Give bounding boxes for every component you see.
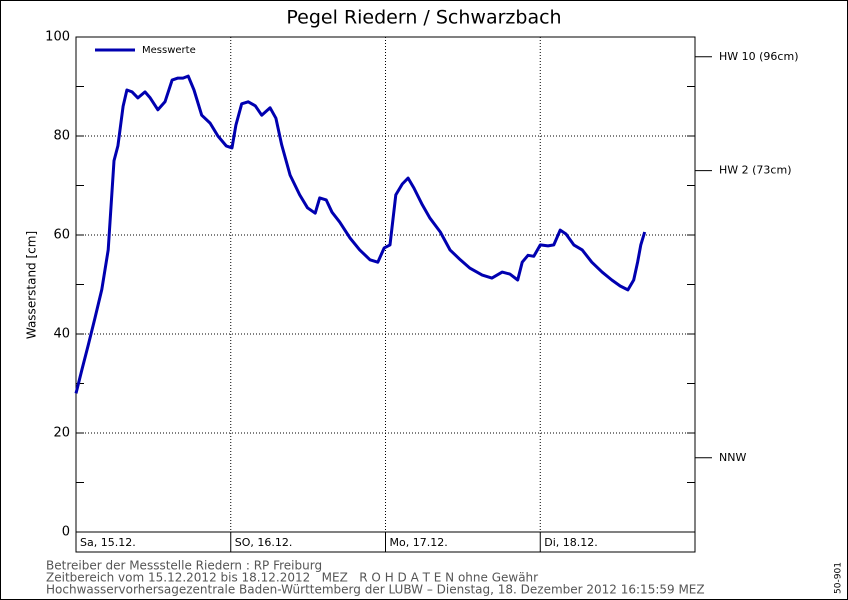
footer-line: Hochwasservorhersagezentrale Baden-Württ… — [46, 583, 705, 597]
reference-label: NNW — [719, 451, 746, 464]
x-tick-label: Mo, 17.12. — [390, 536, 448, 549]
footer-line: Betreiber der Messstelle Riedern : RP Fr… — [46, 559, 322, 573]
x-tick-label: SO, 16.12. — [235, 536, 293, 549]
legend-label: Messwerte — [142, 45, 196, 56]
x-tick-label: Sa, 15.12. — [80, 536, 136, 549]
data-line — [74, 74, 647, 394]
footer-line: Zeitbereich vom 15.12.2012 bis 18.12.201… — [46, 571, 538, 585]
y-tick-label: 0 — [62, 525, 70, 540]
y-tick-label: 40 — [53, 327, 70, 342]
y-tick-label: 80 — [53, 129, 70, 144]
code: 50-901 — [834, 562, 844, 594]
y-tick-label: 60 — [53, 228, 70, 243]
x-tick-label: Di, 18.12. — [544, 536, 598, 549]
y-tick-label: 20 — [53, 426, 70, 441]
reference-label: HW 2 (73cm) — [719, 164, 791, 177]
chart-title: Pegel Riedern / Schwarzbach — [286, 7, 561, 29]
y-axis-label: Wasserstand [cm] — [25, 231, 39, 339]
reference-label: HW 10 (96cm) — [719, 50, 798, 63]
y-tick-label: 100 — [45, 30, 70, 45]
